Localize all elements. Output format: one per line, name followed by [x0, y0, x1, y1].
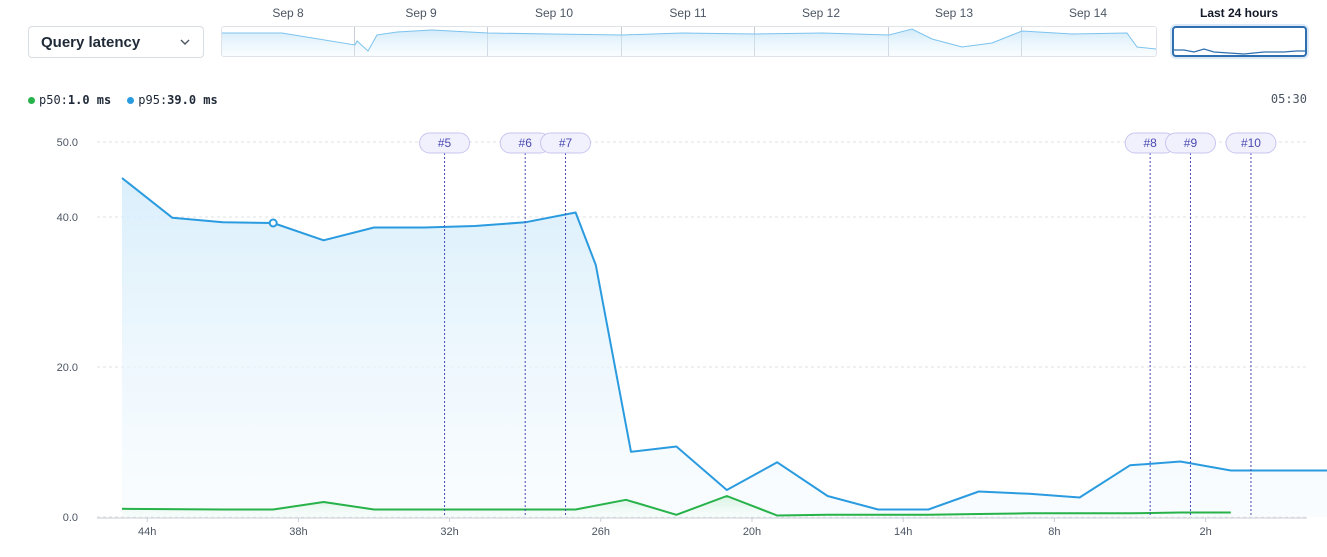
- x-tick-label: 26h: [592, 526, 610, 538]
- y-tick-label: 0.0: [63, 512, 78, 524]
- annotation-pill[interactable]: [1225, 132, 1277, 154]
- series-area-p50: [122, 496, 1231, 517]
- x-tick-label: 20h: [743, 526, 761, 538]
- last-24-hours-sparkline: [1174, 48, 1305, 55]
- series-lines: [121, 177, 1327, 517]
- series-area-p95: [122, 178, 1327, 517]
- timeline-sparkline: [222, 28, 1156, 56]
- x-tick-label: 32h: [440, 526, 458, 538]
- legend-item-p50: p50: 1.0 ms: [28, 93, 111, 107]
- axes: 50.0 40.0 20.0 0.0 44h 38h 32h 26h 20h 14h 8h 2h: [57, 137, 1307, 538]
- legend-item-p95: p95: 39.0 ms: [127, 93, 218, 107]
- y-tick-label: 20.0: [57, 362, 78, 374]
- x-tick-label: 14h: [894, 526, 912, 538]
- legend-p50-label: p50:: [39, 93, 68, 107]
- annotation-label[interactable]: #6: [519, 136, 533, 150]
- annotation-pill[interactable]: [419, 132, 471, 154]
- annotation-label[interactable]: #8: [1143, 136, 1157, 150]
- current-time: 05:30: [1270, 92, 1307, 106]
- timeline-day-label[interactable]: Sep 10: [534, 6, 574, 20]
- timeline-day-label[interactable]: Sep 8: [272, 6, 304, 20]
- legend-p50-value: 1.0 ms: [67, 93, 112, 107]
- series-line-p95[interactable]: [121, 177, 1327, 511]
- series-line-p50[interactable]: [121, 495, 1231, 517]
- timeline-strip[interactable]: [221, 26, 1157, 57]
- annotation-label[interactable]: #10: [1241, 136, 1261, 150]
- p50-dot-icon: [28, 96, 35, 104]
- legend: p50: 1.0 ms p95: 39.0 ms: [28, 92, 218, 108]
- annotation-pill[interactable]: [1164, 132, 1216, 154]
- annotation-label[interactable]: #5: [438, 136, 452, 150]
- metric-select[interactable]: Query latency: [28, 26, 204, 58]
- hover-marker[interactable]: [268, 218, 278, 228]
- x-tick-label: 38h: [289, 526, 307, 538]
- x-tick-label: 44h: [138, 526, 156, 538]
- timeline-day-label[interactable]: Sep 13: [934, 6, 974, 20]
- legend-p95-label: p95:: [138, 93, 168, 107]
- x-tick-label: 8h: [1048, 526, 1060, 538]
- timeline-day-cell[interactable]: [222, 27, 355, 56]
- timeline-day-label[interactable]: Sep 12: [801, 6, 841, 20]
- chevron-down-icon: [180, 39, 190, 45]
- p95-dot-icon: [127, 96, 135, 104]
- annotations: #5 #6 #7 #8 #9 #10: [419, 132, 1277, 517]
- last-24-hours-thumbnail[interactable]: [1172, 26, 1307, 57]
- series-areas: [122, 178, 1327, 517]
- timeline-day-label[interactable]: Sep 14: [1068, 6, 1108, 20]
- annotation-label[interactable]: #9: [1184, 136, 1198, 150]
- timeline-day-label[interactable]: Sep 9: [405, 6, 437, 20]
- metric-select-value: Query latency: [41, 33, 141, 51]
- annotation-pill[interactable]: [540, 132, 592, 154]
- y-tick-label: 40.0: [57, 212, 78, 224]
- timeline-active-label[interactable]: Last 24 hours: [1199, 6, 1279, 20]
- annotation-label[interactable]: #7: [559, 136, 573, 150]
- timeline-day-label[interactable]: Sep 11: [669, 6, 707, 20]
- latency-chart[interactable]: #5 #6 #7 #8 #9 #10 50.0 40.0 20.0 0.0 44h 38h 32h 26…: [0, 120, 1327, 557]
- y-tick-label: 50.0: [57, 137, 78, 149]
- x-tick-label: 2h: [1199, 526, 1211, 538]
- legend-p95-value: 39.0 ms: [167, 93, 218, 107]
